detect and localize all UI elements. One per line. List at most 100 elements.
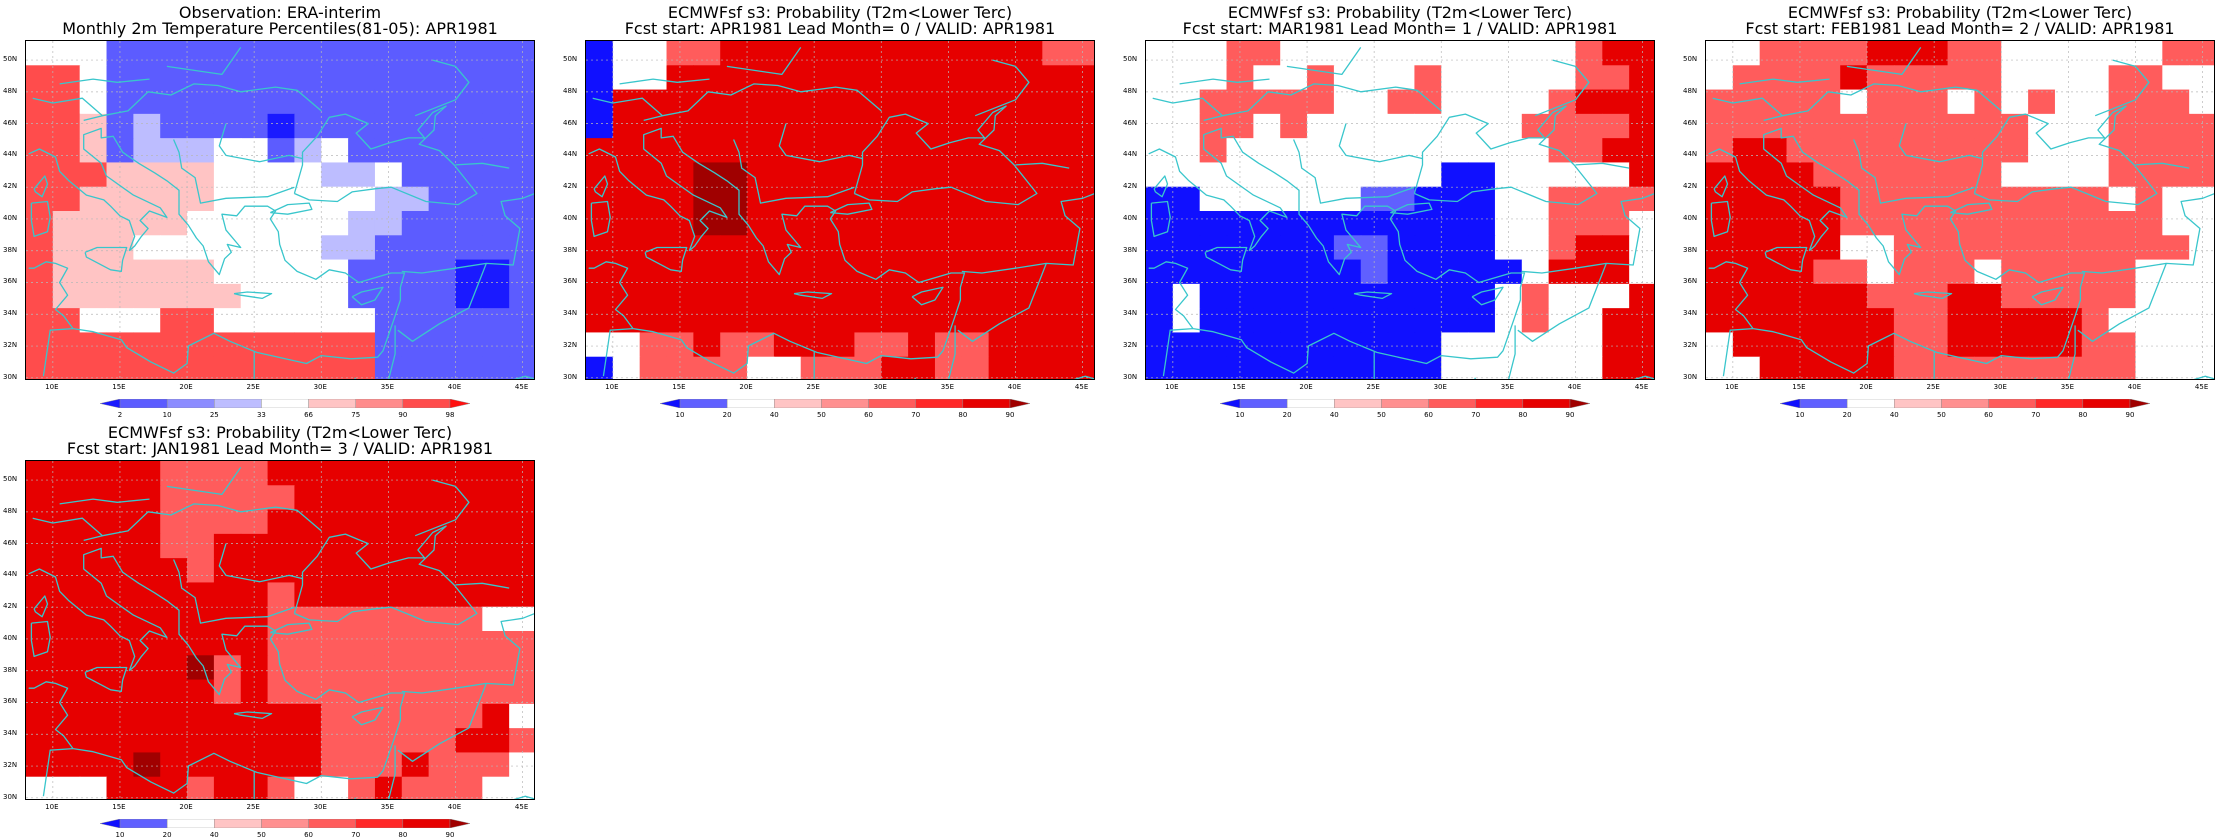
colorbar-swatch (1988, 399, 2036, 408)
colorbar-label: 90 (1565, 411, 1575, 419)
grid-cell (79, 509, 108, 535)
grid-cell (348, 461, 376, 486)
lat-tick-label: 50N (1683, 55, 1698, 64)
grid-cell (294, 631, 322, 656)
grid-cell (1840, 162, 1868, 188)
grid-cell (612, 356, 641, 379)
grid-cell (401, 308, 430, 334)
grid-cell (321, 41, 349, 66)
lat-tick-label: 34N (3, 729, 18, 738)
grid-cell (988, 89, 1017, 115)
grid-cell (720, 259, 748, 285)
lat-tick-label: 48N (3, 506, 18, 515)
grid-cell (1867, 356, 1895, 379)
grid-cell (26, 703, 54, 729)
coastline (2094, 59, 2150, 117)
coastline (948, 325, 956, 379)
grid-cell (2081, 308, 2110, 334)
grid-cell (1468, 113, 1496, 139)
grid-cell (321, 308, 349, 334)
grid-cell (1974, 332, 2002, 358)
grid-cell (908, 138, 936, 164)
map-plot (25, 40, 535, 380)
grid-cell (1333, 113, 1362, 139)
grid-cell (693, 41, 721, 66)
grid-cell (1441, 138, 1469, 164)
grid-cell (2001, 162, 2029, 188)
grid-cell (1146, 356, 1174, 379)
lon-tick-label: 45E (514, 803, 529, 811)
grid-cell (1602, 138, 1630, 164)
colorbar-swatch (1799, 399, 1848, 408)
grid-cell (2028, 138, 2056, 164)
grid-cell (1172, 138, 1201, 164)
grid-cell (267, 89, 296, 115)
lat-tick-label: 36N (3, 697, 18, 706)
grid-cell (509, 728, 534, 754)
colorbar-label: 50 (1376, 411, 1386, 419)
colorbar-label: 10 (1795, 411, 1805, 419)
colorbar-label: 40 (769, 411, 779, 419)
grid-cell (773, 113, 802, 139)
grid-cell (2108, 308, 2137, 334)
grid-cell (133, 582, 161, 608)
grid-cell (1893, 162, 1922, 188)
grid-cell (1015, 235, 1043, 261)
grid-cell (79, 776, 108, 799)
grid-cell (2162, 41, 2190, 66)
grid-cell (401, 138, 430, 164)
grid-cell (133, 283, 161, 309)
coastline (173, 559, 295, 624)
map-svg (26, 461, 534, 799)
grid-cell (720, 235, 748, 261)
coastline (1708, 127, 2086, 374)
grid-cell (509, 356, 534, 379)
grid-cell (482, 41, 510, 66)
grid-cell (639, 211, 668, 236)
grid-cell (1172, 235, 1201, 261)
grid-cell (988, 162, 1017, 188)
colorbar-swatch (2082, 399, 2131, 408)
grid-cell (1387, 308, 1416, 334)
coastline (1712, 97, 1784, 122)
colorbar (1780, 399, 2150, 408)
grid-cell (455, 235, 483, 261)
grid-cell (1146, 283, 1174, 309)
grid-cell (348, 728, 376, 754)
grid-cell (854, 89, 882, 115)
lat-tick-label: 44N (1123, 150, 1138, 159)
grid-cell (2028, 308, 2056, 334)
grid-cell (26, 308, 54, 334)
grid-cell (482, 308, 510, 334)
grid-cell (509, 65, 534, 91)
grid-cell (1548, 235, 1577, 261)
grid-cell (827, 259, 856, 285)
grid-cell (187, 606, 215, 632)
grid-cell (1548, 356, 1577, 379)
grid-cell (1280, 259, 1308, 285)
grid-cell (1172, 332, 1201, 358)
grid-cell (2028, 162, 2056, 188)
grid-cell (2162, 186, 2190, 212)
grid-cell (827, 65, 856, 91)
lat-tick-label: 42N (1123, 182, 1138, 191)
colorbar-label: 60 (1424, 411, 1434, 419)
grid-cell (321, 162, 349, 188)
grid-cell (2001, 41, 2029, 66)
grid-cell (2135, 186, 2163, 212)
colorbar (1220, 399, 1590, 408)
grid-cell (1441, 41, 1469, 66)
grid-cell (133, 235, 161, 261)
coastline (1152, 97, 1224, 122)
grid-cell (455, 308, 483, 334)
colorbar-label: 40 (1889, 411, 1899, 419)
grid-cell (2189, 65, 2214, 91)
grid-cell (1253, 332, 1281, 358)
colorbar (100, 819, 470, 828)
grid-cell (961, 186, 990, 212)
lon-tick-label: 15E (112, 803, 126, 811)
grid-cell (267, 356, 296, 379)
colorbar-label: 90 (1005, 411, 1015, 419)
grid-cell (321, 113, 349, 139)
grid-cell (2001, 235, 2029, 261)
